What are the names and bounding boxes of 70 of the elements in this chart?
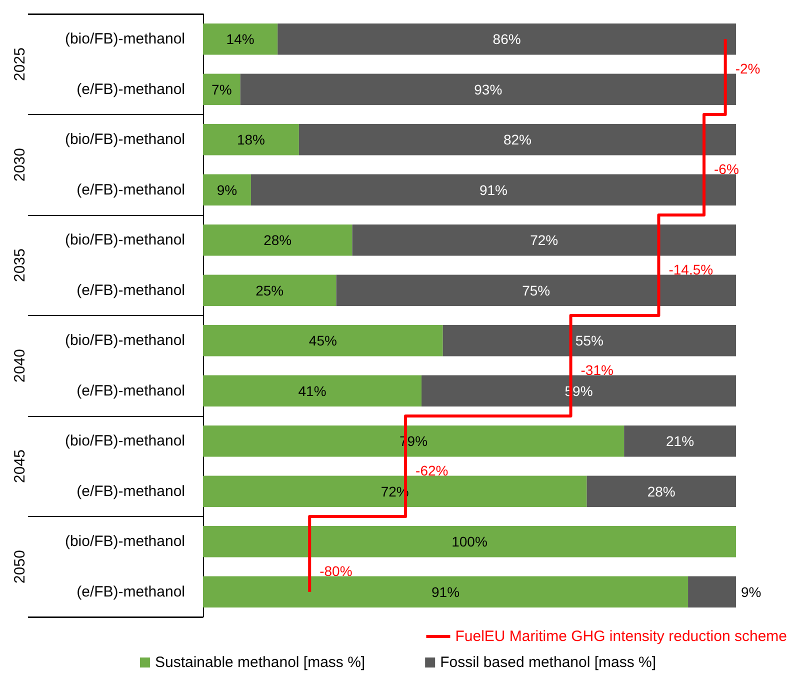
bar [352, 224, 736, 256]
data-label: 21% [666, 433, 694, 450]
data-label: 7% [212, 81, 232, 98]
text: 2035 [12, 248, 28, 282]
y-tick-label: (e/FB)-methanol [76, 282, 185, 299]
bar [688, 576, 736, 608]
data-label: 72% [530, 232, 558, 248]
bar [250, 174, 736, 206]
data-label: 55% [575, 332, 604, 349]
y-tick-label: (bio/FB)-methanol [64, 432, 185, 450]
y-tick-label: (bio/FB)-methanol [64, 533, 185, 550]
annotation: -2% [735, 60, 760, 76]
data-label: 28% [647, 483, 676, 500]
data-label: 91% [479, 182, 508, 198]
y-tick-label: (bio/FB)-methanol [64, 332, 185, 350]
annotation: -31% [580, 362, 614, 378]
data-label: 75% [522, 282, 550, 298]
data-label: 93% [474, 81, 502, 98]
annotation: -80% [320, 562, 352, 579]
bar [203, 124, 299, 156]
annotation: -14.5% [668, 261, 714, 278]
annotation: -62% [416, 462, 448, 478]
y-tick-label: (e/FB)-methanol [76, 80, 185, 98]
y-tick-label: (bio/FB)-methanol [64, 131, 185, 148]
data-label: 9% [741, 584, 762, 600]
y-tick-label: (e/FB)-methanol [76, 181, 185, 198]
bar [298, 124, 736, 156]
data-label: 91% [432, 584, 460, 600]
legend-label: Fossil based methanol [mass %] [440, 654, 656, 671]
legend-label: FuelEU Maritime GHG intensity reduction scheme [455, 628, 787, 645]
annotation: -6% [714, 160, 739, 177]
text: 2025 [12, 48, 28, 81]
data-label: 9% [216, 182, 238, 198]
text: 2040 [12, 349, 28, 382]
data-label: 82% [503, 132, 532, 148]
bar [422, 375, 736, 406]
text: 2050 [12, 550, 28, 584]
data-label: 25% [256, 282, 284, 298]
y-tick-label: (e/FB)-methanol [76, 482, 185, 500]
bar [203, 576, 688, 608]
data-label: 100% [452, 534, 488, 550]
bar [442, 325, 736, 356]
y-tick-label: (e/FB)-methanol [76, 583, 185, 600]
bar [203, 375, 422, 406]
bar [203, 426, 624, 457]
bar [586, 476, 736, 507]
bar [203, 274, 336, 306]
bar [624, 426, 736, 457]
bar [336, 274, 736, 306]
data-label: 45% [308, 332, 337, 349]
bar [203, 224, 352, 256]
bar [203, 174, 251, 206]
data-label: 41% [298, 382, 326, 399]
y-tick-label: (e/FB)-methanol [76, 382, 185, 400]
bar [203, 74, 240, 105]
data-label: 18% [236, 132, 265, 148]
bar [278, 24, 736, 55]
data-label: 28% [264, 232, 292, 248]
legend-label: Sustainable methanol [mass %] [154, 654, 366, 671]
bar [240, 74, 736, 105]
text: 2030 [12, 148, 28, 182]
bar [203, 325, 443, 356]
bar [203, 24, 278, 55]
y-tick-label: (bio/FB)-methanol [64, 232, 185, 249]
data-label: 14% [226, 31, 254, 48]
text: 2045 [12, 450, 28, 483]
bar [203, 476, 587, 507]
bar [203, 526, 736, 558]
y-tick-label: (bio/FB)-methanol [64, 30, 185, 48]
data-label: 86% [492, 31, 521, 48]
